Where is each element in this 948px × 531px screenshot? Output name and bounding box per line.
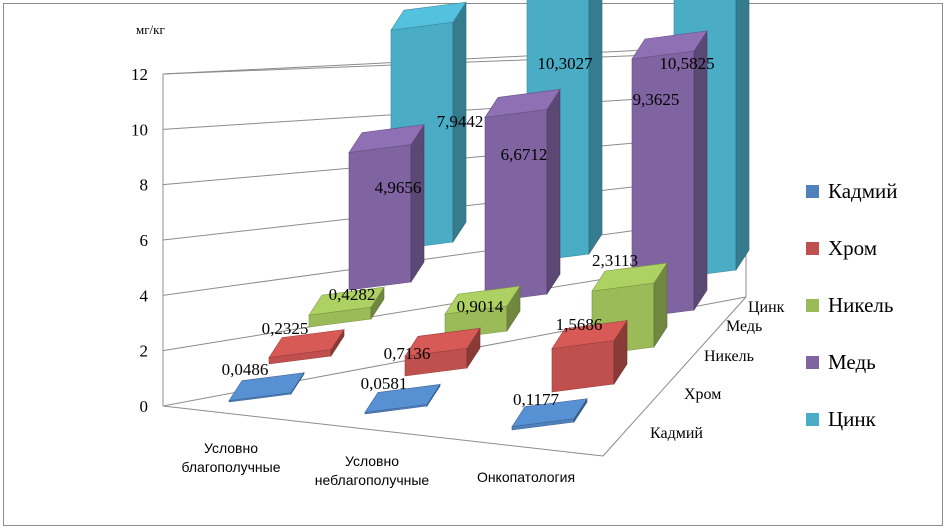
data-label: 10,3027 [537, 54, 593, 73]
legend-label: Никель [828, 293, 893, 318]
y-tick-label: 4 [140, 286, 149, 305]
legend-item: Медь [806, 347, 876, 377]
x-category-line: благополучные [181, 459, 280, 475]
legend-label: Цинк [828, 407, 876, 432]
data-label: 6,6712 [501, 145, 548, 164]
legend-item: Никель [806, 290, 893, 320]
legend-item: Кадмий [806, 176, 898, 206]
data-label: 0,0581 [361, 374, 408, 393]
legend-swatch [806, 242, 819, 255]
bar-side [411, 125, 424, 282]
y-tick-label: 2 [140, 342, 149, 361]
depth-axis-label: Хром [684, 386, 721, 403]
bar-front [485, 109, 547, 302]
x-category-line: Условно [345, 453, 399, 469]
x-category-line: неблагополучные [315, 472, 430, 488]
legend-swatch [806, 185, 819, 198]
data-label: 1,5686 [556, 315, 603, 334]
legend-item: Хром [806, 233, 877, 263]
bar-side [547, 89, 560, 294]
data-label: 9,3625 [633, 90, 680, 109]
depth-axis-label: Кадмий [650, 425, 703, 442]
legend-label: Кадмий [828, 179, 898, 204]
bar-side [589, 0, 602, 254]
data-label: 0,4282 [329, 285, 376, 304]
data-label: 0,2325 [262, 319, 309, 338]
y-unit-label: мг/кг [136, 22, 165, 37]
y-tick-label: 0 [140, 397, 149, 416]
bar-front [552, 341, 614, 392]
data-label: 4,9656 [375, 178, 422, 197]
depth-axis-label: Цинк [748, 299, 785, 316]
data-label: 2,3113 [592, 251, 638, 270]
y-tick-label: 8 [140, 176, 149, 195]
x-category-label: Условно неблагополучные [315, 453, 430, 488]
bar-side [736, 0, 749, 270]
y-tick-label: 12 [131, 65, 148, 84]
data-label: 0,0486 [222, 360, 269, 379]
legend-label: Хром [828, 236, 877, 261]
data-label: 0,9014 [457, 297, 504, 316]
bar-front [349, 145, 411, 290]
legend-label: Медь [828, 350, 876, 375]
legend-swatch [806, 356, 819, 369]
data-label: 7,9442 [437, 112, 484, 131]
x-category-label: Условно благополучные [181, 440, 280, 475]
depth-axis-label: Никель [704, 348, 754, 365]
y-tick-label: 6 [140, 231, 149, 250]
legend-item: Цинк [806, 404, 876, 434]
x-category-line: Условно [204, 440, 258, 456]
x-category-line: Онкопатология [477, 469, 575, 485]
x-category-label: Онкопатология [477, 469, 575, 485]
depth-axis-label: Медь [726, 318, 762, 335]
data-label: 0,1177 [513, 390, 560, 409]
legend-swatch [806, 413, 819, 426]
legend-swatch [806, 299, 819, 312]
data-label: 10,5825 [659, 54, 714, 73]
y-tick-label: 10 [131, 120, 148, 139]
data-label: 0,7136 [384, 344, 431, 363]
